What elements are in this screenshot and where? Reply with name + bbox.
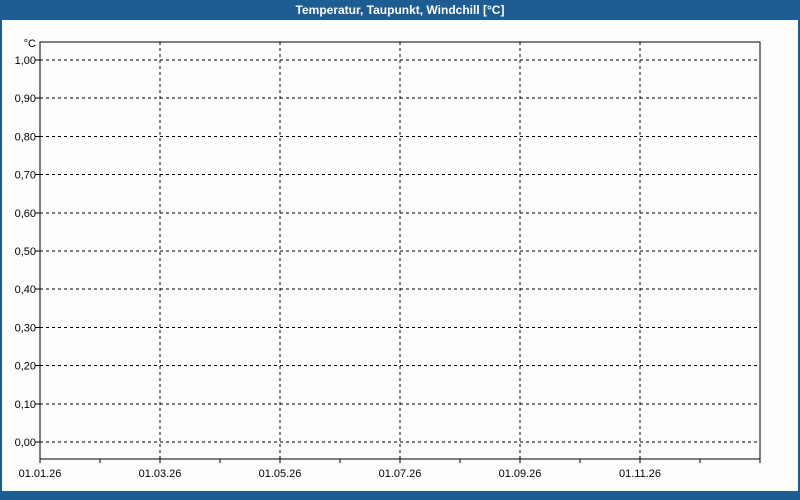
y-axis-unit-label: °C bbox=[24, 38, 36, 50]
y-tick-label: 0,20 bbox=[15, 361, 36, 373]
y-tick-label: 0,90 bbox=[15, 93, 36, 105]
y-tick-label: 0,50 bbox=[15, 246, 36, 258]
window-border-right bbox=[798, 20, 800, 500]
x-tick-label: 01.03.26 bbox=[139, 468, 182, 480]
y-tick-label: 0,40 bbox=[15, 284, 36, 296]
chart-title: Temperatur, Taupunkt, Windchill [°C] bbox=[295, 3, 505, 17]
x-tick-label: 01.11.26 bbox=[619, 468, 661, 480]
y-tick-label: 0,10 bbox=[15, 399, 36, 411]
x-tick-label: 01.01.26 bbox=[19, 468, 62, 480]
y-tick-label: 0,00 bbox=[15, 437, 36, 449]
window-border-bottom bbox=[0, 491, 800, 500]
title-bar: Temperatur, Taupunkt, Windchill [°C] bbox=[0, 0, 800, 20]
x-tick-label: 01.05.26 bbox=[259, 468, 302, 480]
y-tick-label: 0,30 bbox=[15, 322, 36, 334]
y-tick-label: 0,80 bbox=[15, 131, 36, 143]
y-tick-label: 1,00 bbox=[15, 55, 36, 67]
window-border-left bbox=[0, 20, 2, 500]
x-tick-label: 01.09.26 bbox=[499, 468, 542, 480]
y-tick-label: 0,70 bbox=[15, 170, 36, 182]
y-tick-label: 0,60 bbox=[15, 208, 36, 220]
x-tick-label: 01.07.26 bbox=[379, 468, 422, 480]
